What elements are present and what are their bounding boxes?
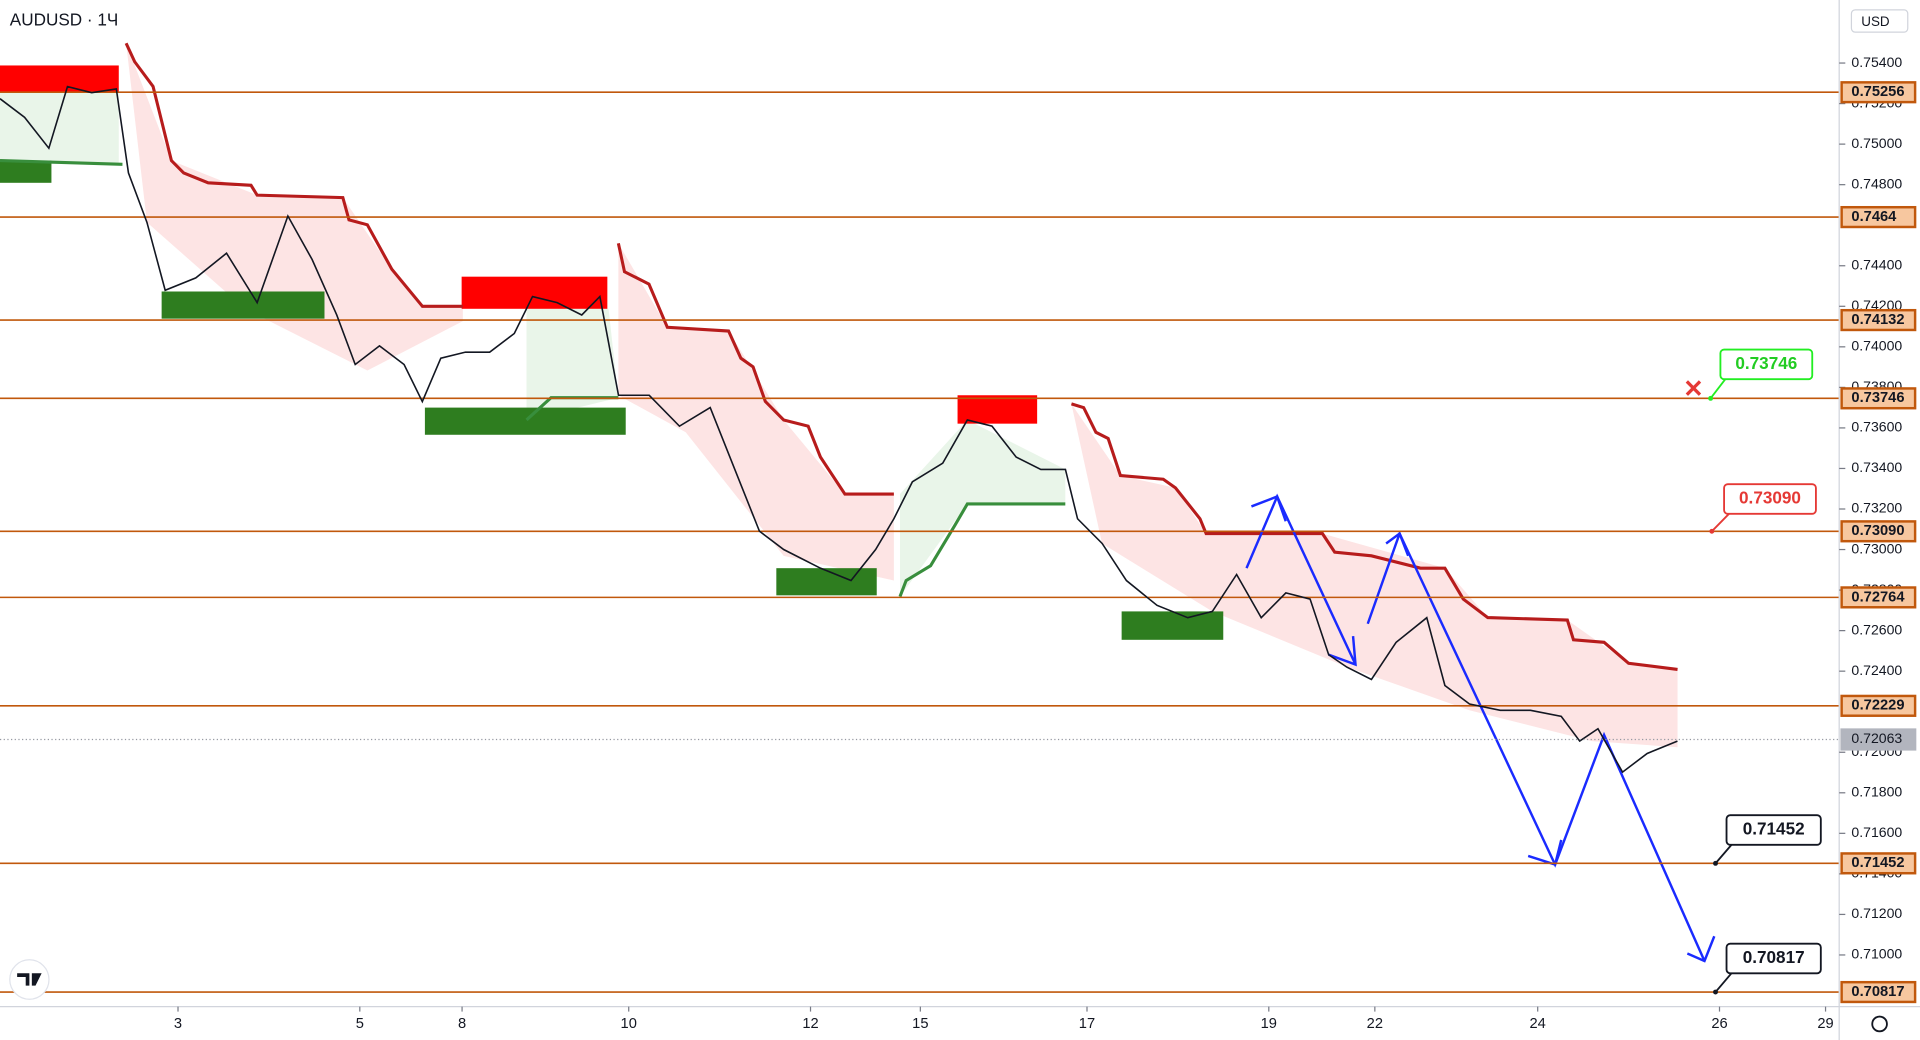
level-label: 0.72764	[1851, 589, 1905, 605]
callout-label: 0.71452	[1743, 819, 1805, 839]
y-tick-label: 0.72600	[1851, 621, 1902, 637]
level-box-inner	[1842, 208, 1914, 226]
level-box-inner	[1842, 83, 1914, 101]
x-tick-label: ноя	[0, 1016, 1, 1032]
y-tick-label: 0.75000	[1851, 135, 1902, 151]
callout-anchor	[1709, 528, 1715, 534]
x-tick-label: 15	[912, 1016, 928, 1032]
level-label: 0.70817	[1851, 984, 1904, 1000]
callout-box	[1719, 348, 1814, 381]
settings-button[interactable]	[1871, 1015, 1888, 1033]
x-tick-label: 5	[356, 1016, 364, 1032]
callout-anchor	[1713, 860, 1718, 866]
level-box-inner	[1842, 522, 1914, 540]
y-tick-label: 0.73200	[1851, 500, 1902, 516]
callout-box	[1723, 483, 1817, 515]
demand-zone	[776, 568, 877, 596]
x-tick-label: 12	[802, 1016, 818, 1032]
y-tick-label: 0.73400	[1851, 459, 1902, 475]
supply-zone	[957, 395, 1038, 424]
trend-line	[124, 42, 1678, 671]
zones: ✕	[0, 42, 1716, 963]
y-tick-label: 0.73000	[1851, 540, 1902, 556]
symbol-title: AUDUSD · 1Ч	[10, 9, 118, 29]
level-label: 0.71452	[1851, 855, 1904, 871]
level-label: 0.72229	[1851, 698, 1904, 714]
x-tick-label: 19	[1261, 1016, 1277, 1032]
level-label: 0.75256	[1851, 84, 1904, 100]
x-tick-label: 10	[621, 1016, 637, 1032]
y-tick-label: 0.75400	[1851, 54, 1902, 70]
callout-box	[1725, 942, 1822, 975]
supply-zone	[0, 65, 119, 93]
forecast-arrows	[1245, 493, 1716, 963]
close-marker: ✕	[1683, 376, 1704, 403]
price-axis	[1839, 0, 1920, 1040]
level-box-inner	[1842, 854, 1914, 872]
callout-label: 0.70817	[1743, 947, 1805, 967]
y-tick-label: 0.71800	[1851, 783, 1902, 799]
x-tick-label: 22	[1367, 1016, 1383, 1032]
currency-label[interactable]: USD	[1861, 14, 1890, 29]
x-tick-label: 29	[1817, 1016, 1833, 1032]
logo	[9, 959, 50, 1000]
callout-label: 0.73746	[1735, 353, 1797, 373]
trend-fill	[1071, 403, 1678, 748]
callout-pointer	[1714, 844, 1733, 864]
trend-fill	[526, 308, 619, 420]
level-box-inner	[1842, 983, 1914, 1001]
trend-fill	[618, 243, 894, 581]
callout-pointer	[1711, 513, 1730, 532]
demand-zone	[1121, 611, 1224, 640]
trend-fill	[0, 86, 119, 165]
x-tick-label: 24	[1530, 1016, 1546, 1032]
callout-pointer	[1709, 378, 1727, 399]
level-label: 0.73746	[1851, 390, 1904, 406]
currency-button[interactable]	[1850, 9, 1909, 33]
last-price-label: 0.72063	[1851, 730, 1902, 746]
callout-pointer	[1714, 972, 1733, 993]
level-label: 0.73090	[1851, 523, 1904, 539]
y-tick-label: 0.74400	[1851, 256, 1902, 272]
x-tick-label: 8	[458, 1016, 466, 1032]
demand-zone	[161, 291, 325, 319]
y-tick-label: 0.71000	[1851, 946, 1902, 962]
level-box-inner	[1842, 311, 1914, 329]
demand-zone	[424, 407, 626, 435]
y-tick-label: 0.74000	[1851, 338, 1902, 354]
demand-zone	[0, 160, 52, 183]
callout-box	[1725, 814, 1822, 846]
callout-anchor	[1713, 989, 1718, 995]
level-label: 0.7464	[1851, 209, 1897, 225]
y-tick-label: 0.71600	[1851, 824, 1902, 840]
logo-mark	[17, 973, 42, 986]
x-tick-label: 3	[174, 1016, 182, 1032]
level-label: 0.74132	[1851, 312, 1904, 328]
level-box-inner	[1842, 697, 1914, 715]
x-tick-label: 26	[1711, 1016, 1727, 1032]
callout-label: 0.73090	[1739, 487, 1801, 507]
y-tick-label: 0.74800	[1851, 175, 1902, 191]
supply-zone	[461, 276, 608, 309]
y-tick-label: 0.72400	[1851, 662, 1902, 678]
x-tick-label: 17	[1079, 1016, 1095, 1032]
last-price-box	[1840, 728, 1917, 751]
callout-anchor	[1708, 395, 1714, 401]
y-tick-label: 0.73600	[1851, 419, 1902, 435]
trend-fill	[126, 43, 463, 371]
y-tick-label: 0.71200	[1851, 905, 1902, 921]
level-box-inner	[1842, 588, 1914, 607]
level-box-inner	[1842, 389, 1914, 407]
callouts: 0.73746 0.73090 0.71452 0.70817	[1708, 348, 1822, 995]
price-line	[0, 85, 1678, 774]
